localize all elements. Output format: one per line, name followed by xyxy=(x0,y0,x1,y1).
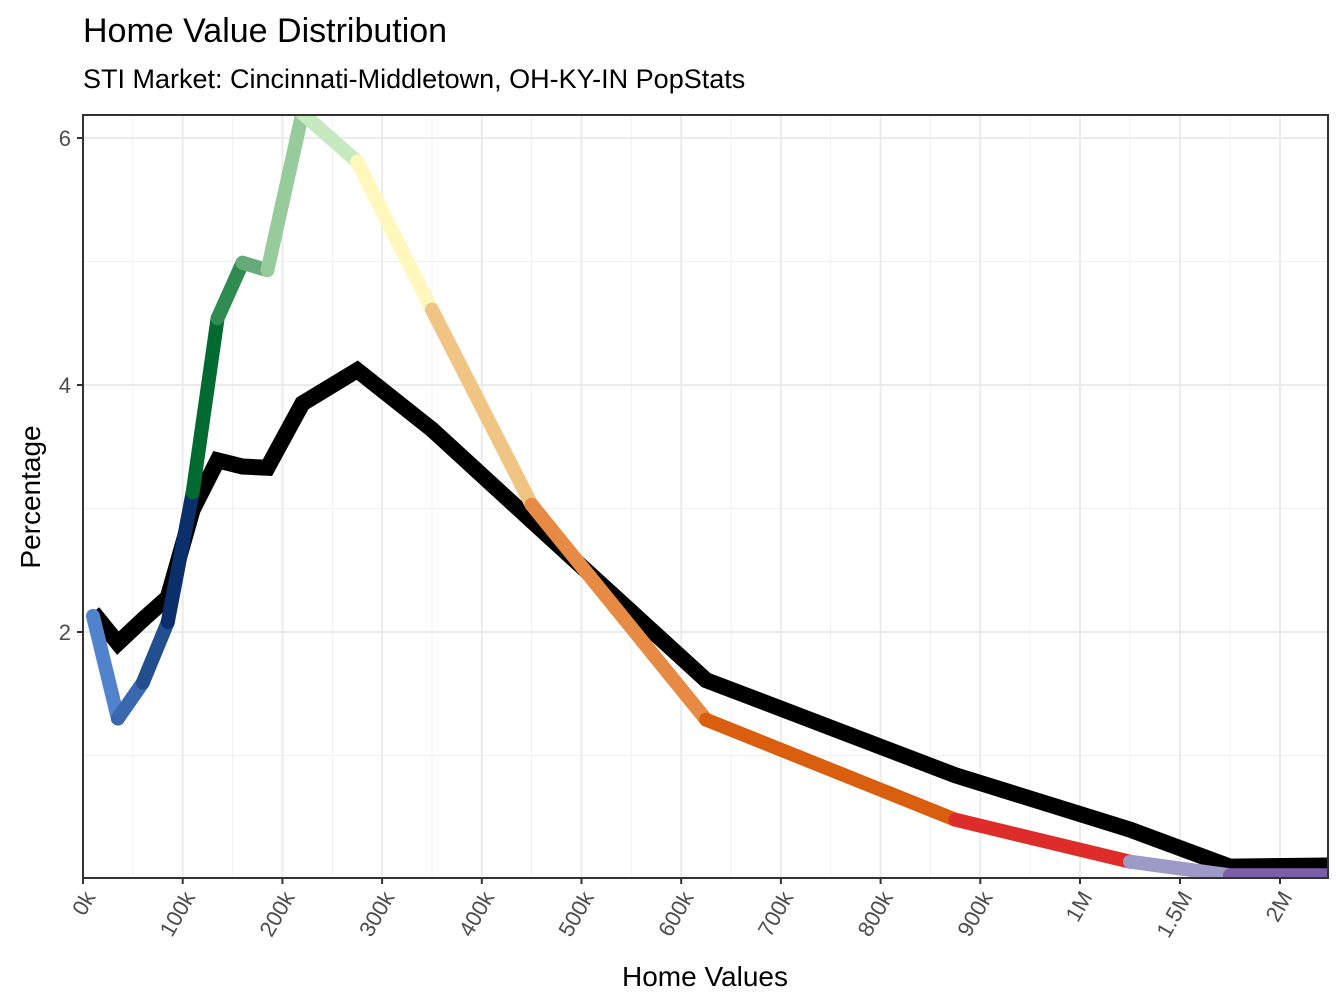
y-tick-label: 2 xyxy=(59,620,71,645)
lines xyxy=(85,115,1328,878)
series-segment xyxy=(424,302,539,512)
series-segment xyxy=(948,812,1137,869)
chart-subtitle: STI Market: Cincinnati-Middletown, OH-KY… xyxy=(83,64,746,94)
series-segment xyxy=(135,615,175,690)
series-segment xyxy=(85,608,125,726)
series-segment xyxy=(524,497,714,727)
chart-title: Home Value Distribution xyxy=(83,12,448,50)
series-segment xyxy=(260,115,310,278)
series-segment xyxy=(185,311,225,500)
x-tick-label: 2M xyxy=(1260,887,1297,926)
series-line-overall xyxy=(86,360,1328,875)
x-tick-label: 0k xyxy=(67,886,101,919)
x-tick-label: 900k xyxy=(952,886,998,941)
series-segment xyxy=(350,154,439,317)
x-tick-label: 300k xyxy=(354,886,400,941)
series-segment xyxy=(210,255,250,326)
x-tick-label: 1.5M xyxy=(1151,887,1197,942)
series-segment xyxy=(160,485,200,630)
x-axis-title: Home Values xyxy=(622,961,788,992)
y-tick-label: 4 xyxy=(59,373,71,398)
panel-border xyxy=(82,114,1329,879)
x-tick-label: 600k xyxy=(653,886,699,941)
series-segment xyxy=(295,115,365,169)
x-tick-label: 1M xyxy=(1060,887,1097,926)
y-axis-title: Percentage xyxy=(15,425,46,568)
x-tick-label: 400k xyxy=(454,886,500,941)
x-tick-label: 700k xyxy=(753,886,799,941)
x-tick-label: 500k xyxy=(553,886,599,941)
y-tick-label: 6 xyxy=(59,126,71,151)
series-segment xyxy=(699,712,963,827)
x-tick-label: 100k xyxy=(155,886,201,941)
series-segment xyxy=(1123,854,1237,878)
x-tick-label: 800k xyxy=(852,886,898,941)
series-segment xyxy=(110,675,150,726)
x-tick-label: 200k xyxy=(254,886,300,941)
